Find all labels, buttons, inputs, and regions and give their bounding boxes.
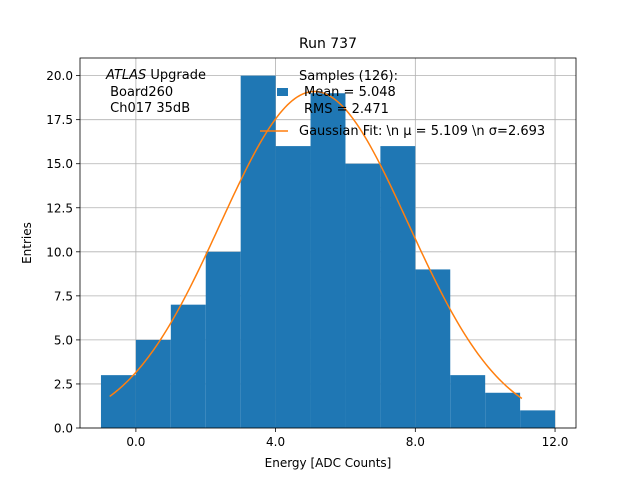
y-tick-label: 10.0 bbox=[46, 245, 73, 259]
legend: Samples (126): Mean = 5.048 RMS = 2.471 … bbox=[260, 69, 545, 139]
x-tick-label: 8.0 bbox=[406, 435, 425, 449]
histogram-bar bbox=[100, 375, 136, 428]
legend-samples-rms: RMS = 2.471 bbox=[304, 102, 389, 117]
histogram-bar bbox=[135, 339, 171, 428]
y-axis-label: Entries bbox=[20, 222, 34, 264]
x-axis-label: Energy [ADC Counts] bbox=[265, 456, 392, 470]
histogram-bar bbox=[275, 146, 311, 428]
y-tick-label: 20.0 bbox=[46, 69, 73, 83]
y-tick-label: 7.5 bbox=[54, 289, 73, 303]
y-tick-label: 12.5 bbox=[46, 201, 73, 215]
histogram-bar bbox=[450, 375, 486, 428]
legend-samples-mean: Mean = 5.048 bbox=[304, 85, 396, 100]
annotation-upgrade: Upgrade bbox=[146, 68, 206, 83]
histogram-bar bbox=[380, 146, 416, 428]
x-axis-ticks: 0.0 4.0 8.0 12.0 bbox=[126, 428, 568, 449]
histogram-bar bbox=[310, 93, 346, 428]
legend-histogram-patch bbox=[277, 88, 288, 96]
annotation-line-2: Board260 bbox=[106, 85, 173, 100]
y-tick-label: 0.0 bbox=[54, 422, 73, 436]
plot-frame bbox=[79, 57, 577, 429]
x-tick-label: 4.0 bbox=[266, 435, 285, 449]
atlas-annotation: ATLAS Upgrade Board260 Ch017 35dB bbox=[105, 68, 206, 116]
y-tick-label: 5.0 bbox=[54, 333, 73, 347]
annotation-atlas: ATLAS bbox=[105, 68, 146, 83]
annotation-line-3: Ch017 35dB bbox=[106, 101, 190, 116]
chart-title: Run 737 bbox=[299, 36, 357, 52]
histogram-bar bbox=[205, 251, 241, 428]
histogram-bar bbox=[345, 163, 381, 428]
x-tick-label: 0.0 bbox=[126, 435, 145, 449]
y-tick-label: 15.0 bbox=[46, 157, 73, 171]
histogram-bar bbox=[520, 410, 556, 428]
y-tick-label: 2.5 bbox=[54, 377, 73, 391]
x-tick-label: 12.0 bbox=[542, 435, 569, 449]
y-tick-label: 17.5 bbox=[46, 113, 73, 127]
histogram-bar bbox=[240, 75, 276, 428]
histogram-bar bbox=[170, 304, 206, 428]
y-axis-ticks: 0.0 2.5 5.0 7.5 10.0 12.5 15.0 17.5 20.0 bbox=[46, 69, 80, 436]
histogram-bars bbox=[100, 75, 556, 428]
gaussian-fit-curve bbox=[109, 90, 523, 400]
histogram-bar bbox=[415, 269, 451, 428]
histogram-bar bbox=[485, 392, 521, 428]
annotation-line-1: ATLAS Upgrade bbox=[105, 68, 206, 83]
legend-fit-label: Gaussian Fit: \n μ = 5.109 \n σ=2.693 bbox=[299, 124, 545, 139]
legend-samples-header: Samples (126): bbox=[299, 69, 398, 84]
